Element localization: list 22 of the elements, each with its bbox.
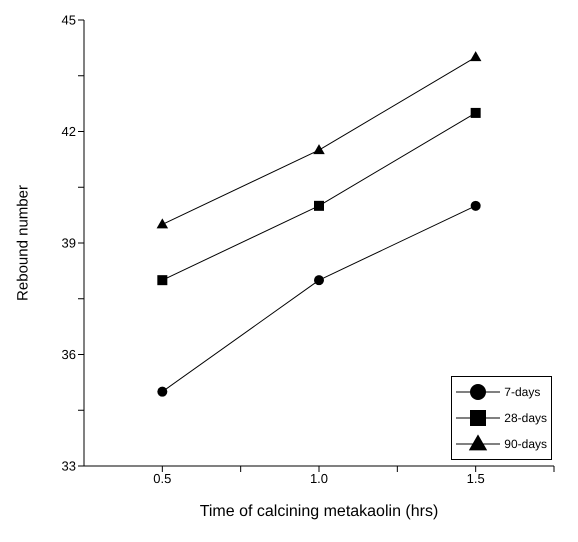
x-axis-title: Time of calcining metakaolin (hrs) [200,503,438,520]
point [470,108,481,118]
point [314,275,324,286]
legend-label: 28-days [504,411,547,425]
point [157,275,168,286]
y-tick-label: 45 [62,12,76,28]
point [314,200,324,211]
y-tick-label: 39 [62,236,76,251]
y-axis-title: Rebound number [14,185,32,301]
point [313,144,325,154]
point [157,386,168,397]
y-tick-label: 36 [62,347,76,362]
y-tick-label: 33 [62,458,76,474]
point [470,200,481,211]
x-tick-label: 1.0 [310,471,328,486]
y-tick-label: 42 [62,124,76,140]
x-tick-label: 0.5 [153,471,172,486]
legend-label: 90-days [504,437,547,451]
legend-label: 7-days [504,385,540,399]
point [156,218,168,228]
point [470,51,482,62]
x-tick-label: 1.5 [466,471,485,486]
